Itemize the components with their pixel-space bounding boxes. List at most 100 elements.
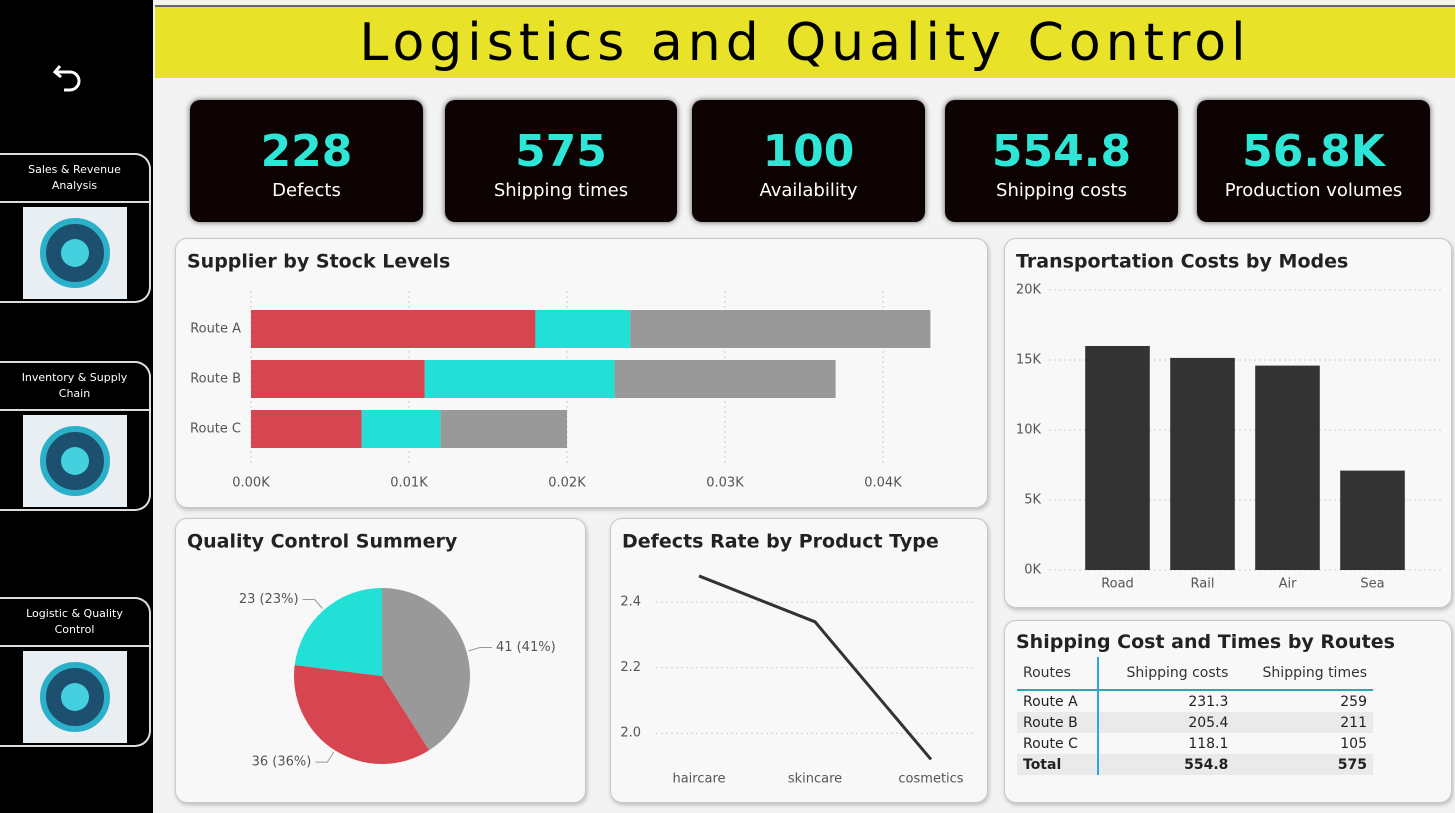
x-tick-label: 0.01K [390,476,428,491]
x-tick-label: 0.04K [864,476,902,491]
x-tick-label: Road [1101,577,1134,592]
bar-segment [440,410,567,448]
nav-label: Sales & Revenue Analysis [0,155,149,203]
line [698,574,933,761]
table-cell: 105 [1340,735,1367,752]
y-tick-label: Route C [190,422,241,437]
table-panel: Shipping Cost and Times by Routes Routes… [1004,620,1452,803]
x-tick-label: skincare [788,772,842,787]
kpi-value: 100 [762,126,855,177]
chart: Supplier by Stock Levels 0.00K 0.01K 0.02K 0… [175,238,988,508]
x-tick-label: 0.02K [548,476,586,491]
y-tick-label: 15K [1016,353,1042,368]
nav-icon [22,415,127,507]
x-tick-label: Rail [1191,577,1215,592]
icon-core [60,239,89,267]
data-label: 41 (41%) [496,640,556,655]
kpi-label: Availability [759,180,858,201]
nav-label: Inventory & Supply Chain [0,363,149,411]
kpi-card: 554.8 Shipping costs [945,100,1178,222]
y-tick-label: Route B [190,372,241,387]
y-tick-label: 20K [1016,283,1042,298]
nav-icon [22,651,127,743]
nav-item[interactable]: Inventory & Supply Chain [0,361,151,511]
nav-item[interactable]: Sales & Revenue Analysis [0,153,151,303]
y-tick-label: 10K [1016,423,1042,438]
kpi-value: 56.8K [1242,126,1385,177]
table-cell: Route B [1017,712,1099,733]
x-tick-label: cosmetics [898,772,963,787]
table-cell: 259 [1340,693,1367,710]
back-button[interactable] [52,60,86,94]
table-cell: 118.1 [1188,735,1229,752]
bar-segment [251,310,536,348]
y-tick-label: 0K [1024,563,1041,578]
y-tick-label: 2.0 [620,726,641,741]
chart: Transportation Costs by Modes 0K 5K 10K 15K 2… [1004,238,1452,608]
icon-core [60,683,89,711]
x-tick-label: haircare [672,772,725,787]
kpi-card: 100 Availability [692,100,925,222]
bar-segment [614,360,836,398]
kpi-label: Shipping costs [996,180,1127,201]
table-cell: Route A [1017,690,1099,712]
column-header: Shipping costs [1097,657,1235,691]
x-tick-label: 0.00K [232,476,270,491]
table-cell: 575 [1234,754,1373,775]
table-row: Total 554.8 575 [1017,754,1373,775]
x-tick-label: Sea [1360,577,1384,592]
pie-slice [382,588,470,751]
bar-segment [361,410,441,448]
x-tick-label: Air [1279,577,1298,592]
x-tick-label: 0.03K [706,476,744,491]
y-tick-label: Route A [190,322,241,337]
table-cell: Total [1017,754,1099,775]
bar [1340,470,1405,570]
kpi-card: 575 Shipping times [445,100,677,222]
nav-icon [22,207,127,299]
kpi-card: 228 Defects [190,100,423,222]
bar-segment [251,410,362,448]
table-row: Route C 118.1 105 [1017,733,1373,754]
kpi-value: 228 [260,126,353,177]
kpi-label: Production volumes [1224,180,1403,201]
icon-core [60,447,89,475]
bar-segment [424,360,615,398]
kpi-label: Defects [272,180,341,201]
bar-segment [535,310,631,348]
bar [1170,357,1235,570]
table-cell: 211 [1234,712,1373,733]
pie-slice [294,664,430,764]
data-label: 23 (23%) [239,592,299,607]
nav-item[interactable]: Logistic & Quality Control [0,597,151,747]
leader-line [468,647,492,652]
nav-label: Logistic & Quality Control [0,599,149,647]
table-cell: 554.8 [1097,754,1235,775]
chart-title: Supplier by Stock Levels [187,251,450,273]
leader-line [315,751,335,763]
leader-line [302,598,323,609]
y-tick-label: 2.2 [620,660,641,675]
table-title: Shipping Cost and Times by Routes [1016,631,1395,653]
table-cell: Route C [1017,733,1099,754]
bar-segment [251,360,425,398]
kpi-label: Shipping times [493,180,629,201]
chart: Defects Rate by Product Type 2.0 2.2 2.4 hai… [610,518,988,803]
pie-slice [294,588,382,676]
chart-title: Quality Control Summery [187,531,458,553]
data-label: 36 (36%) [252,755,312,770]
table-row: Route A 231.3 259 [1017,690,1373,712]
kpi-value: 554.8 [991,126,1132,177]
column-header: Routes [1017,657,1099,691]
table-cell: 205.4 [1097,712,1235,733]
bar-segment [630,310,931,348]
table: Routes Shipping costs Shipping times Route … [1017,657,1373,775]
chart-title: Transportation Costs by Modes [1016,251,1348,273]
table-row: Route B 205.4 211 [1017,712,1373,733]
column-header: Shipping times [1234,657,1373,691]
y-tick-label: 5K [1024,493,1041,508]
kpi-card: 56.8K Production volumes [1197,100,1430,222]
y-tick-label: 2.4 [620,595,641,610]
bar [1255,365,1320,570]
